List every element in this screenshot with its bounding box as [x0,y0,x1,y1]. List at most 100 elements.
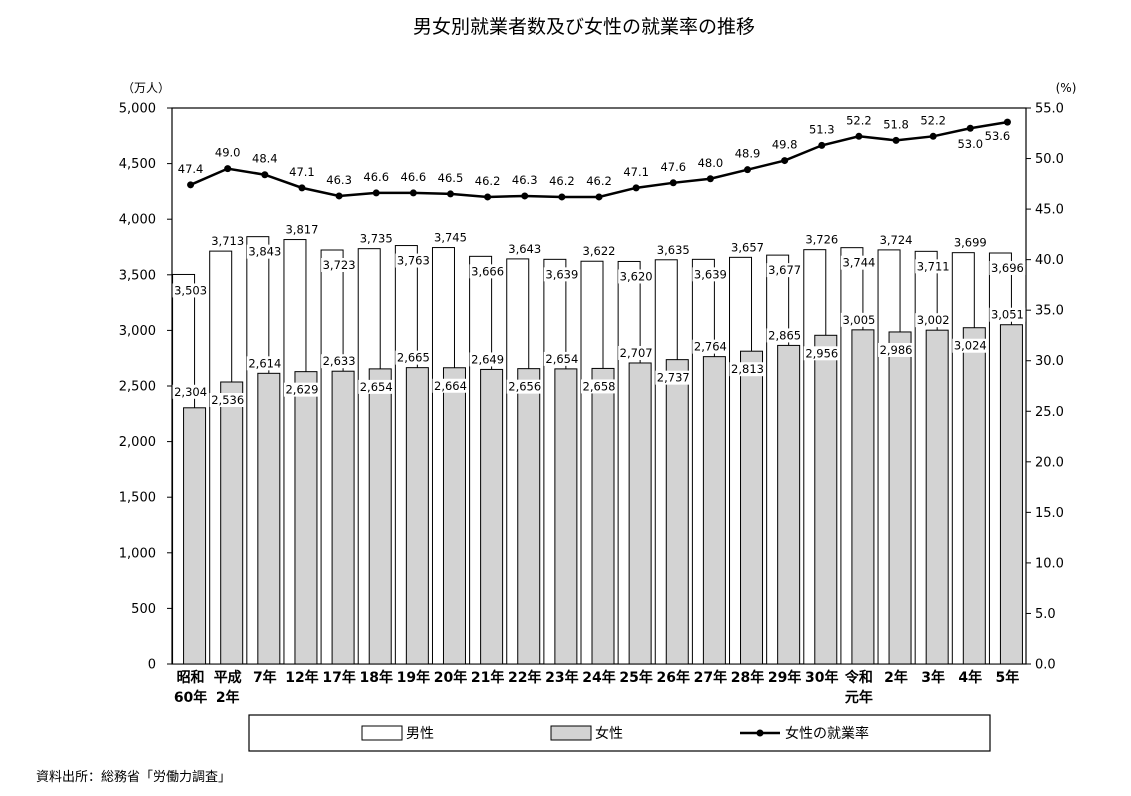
rate-data-label: 46.2 [586,174,612,188]
female-data-label: 2,665 [397,351,430,365]
x-category-label: 7年 [253,669,277,686]
x-category-label: 25年 [619,669,652,686]
rate-point [929,132,937,140]
y-left-tick-label: 1,500 [119,491,156,506]
y-right-tick-label: 0.0 [1035,658,1056,673]
rate-point [446,190,454,198]
male-data-label: 3,723 [323,258,356,272]
rate-point [818,141,826,149]
male-data-label: 3,735 [360,232,393,246]
female-label-bg [283,382,320,397]
legend-swatch-rate-marker [756,729,764,737]
female-data-label: 2,813 [731,362,764,376]
x-category-label: 60年 [174,689,207,706]
male-label-bg [506,241,543,256]
rate-point [669,179,677,187]
rate-point [706,175,714,183]
rate-point [632,184,640,192]
female-label-bg [469,352,506,367]
female-label-bg [915,313,952,328]
rate-data-label: 52.2 [846,113,872,127]
female-employment-rate-line: 47.4 49.0 48.4 47.1 46.3 46.6 46.6 46.5 46.2 46.3… [178,113,1011,201]
rate-data-label: 48.0 [698,156,724,170]
y-left-tick-label: 3,000 [119,324,156,339]
male-data-label: 3,726 [805,233,838,247]
x-category-label: 26年 [657,669,690,686]
female-data-label: 2,614 [248,356,281,370]
female-data-label: 2,656 [508,380,541,394]
rate-data-label: 46.3 [326,173,352,187]
rate-data-label: 51.8 [883,117,909,131]
x-category-label: 元年 [845,689,873,706]
y-left-axis: 0 500 1,000 1,500 2,000 2,500 3,000 3,500 4,000 4… [119,102,172,673]
rate-data-label: 46.6 [363,170,389,184]
x-category-label: 24年 [582,669,615,686]
x-category-label: 17年 [322,669,355,686]
female-bar [591,367,615,665]
y-right-tick-label: 35.0 [1035,304,1064,319]
male-data-label: 3,622 [583,244,616,258]
male-data-label: 3,763 [397,254,430,268]
male-data-label: 3,713 [211,234,244,248]
rate-point [409,189,417,197]
rate-data-label: 49.0 [215,146,241,160]
female-bar [554,368,578,665]
male-label-bg [803,232,840,247]
female-data-label: 2,658 [583,379,616,393]
female-data-label: 2,664 [434,379,467,393]
x-category-label: 昭和 [177,670,205,686]
y-right-tick-label: 50.0 [1035,152,1064,167]
rate-point [781,157,789,165]
male-data-label: 3,666 [471,264,504,278]
y-left-tick-label: 1,000 [119,546,156,561]
legend-label-female: 女性 [595,725,623,742]
y-left-tick-label: 5,000 [119,102,156,117]
female-label-bg [543,351,580,366]
x-category-label: 令和 [844,669,873,686]
male-label-bg [395,253,432,268]
female-data-label: 2,536 [211,393,244,407]
y-right-tick-label: 30.0 [1035,354,1064,369]
x-category-label: 平成 [214,669,242,686]
left-axis-unit: （万人） [122,81,170,95]
female-data-label: 2,707 [620,346,653,360]
female-bar [183,407,207,665]
y-right-axis: 0.0 5.0 10.0 15.0 20.0 25.0 30.0 35.0 40.0 45.0 50… [1026,102,1064,673]
female-data-label: 2,654 [545,352,578,366]
x-category-label: 12年 [285,669,318,686]
rate-data-label: 46.5 [438,171,464,185]
male-label-bg [878,232,915,247]
x-category-label: 20年 [434,669,467,686]
legend-label-male: 男性 [406,726,434,742]
y-right-tick-label: 25.0 [1035,405,1064,420]
female-label-bg [766,328,803,343]
male-label-bg [321,258,358,273]
legend: 男性 女性 女性の就業率 [248,714,991,752]
female-bar [740,350,764,665]
female-label-bg [655,370,692,385]
x-category-label: 29年 [768,669,801,686]
rate-point [187,181,195,189]
rate-data-label: 48.9 [735,147,761,161]
female-data-label: 3,051 [991,308,1024,322]
female-label-bg [395,350,432,365]
y-left-tick-label: 4,500 [119,157,156,172]
male-data-label: 3,711 [917,259,950,273]
male-data-label: 3,696 [991,261,1024,275]
source-note: 資料出所：総務省「労働力調査」 [36,770,231,785]
rate-data-label: 47.4 [178,162,204,176]
rate-point [484,193,492,201]
rate-data-label: 46.2 [549,174,575,188]
male-data-label: 3,745 [434,231,467,245]
male-label-bg [432,230,469,245]
x-category-label: 5年 [996,669,1020,686]
y-right-tick-label: 55.0 [1035,102,1064,117]
rate-data-label: 49.8 [772,138,798,152]
female-data-label: 2,764 [694,340,727,354]
y-right-tick-label: 45.0 [1035,203,1064,218]
rate-data-label: 48.4 [252,152,278,166]
female-data-label: 2,633 [323,354,356,368]
female-data-label: 3,002 [917,313,950,327]
